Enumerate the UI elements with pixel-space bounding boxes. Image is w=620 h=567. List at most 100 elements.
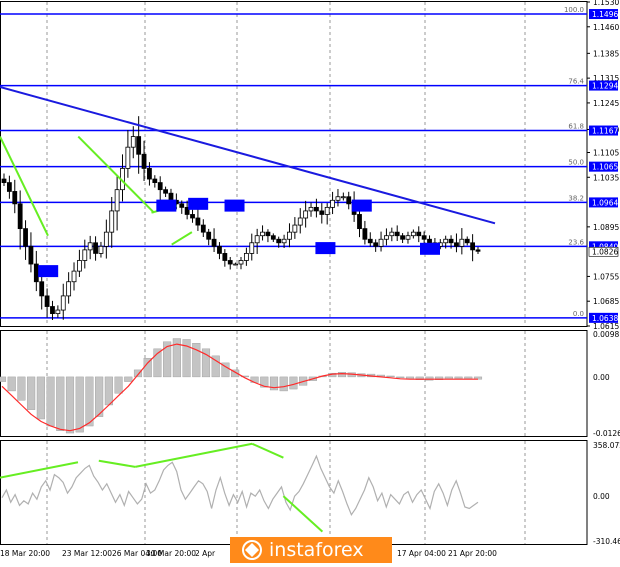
fib-price-label: 1.0840 (592, 242, 618, 251)
level-box-marker (224, 199, 245, 212)
macd-histogram-bar (172, 338, 181, 378)
candle-body (179, 203, 185, 208)
macd-histogram-bar (231, 369, 240, 378)
fib-price-badge (589, 80, 618, 91)
candle-body (459, 238, 465, 247)
macd-panel (0, 338, 483, 434)
macd-histogram-bar (7, 376, 16, 392)
candle-body (416, 231, 422, 237)
candle-body (206, 231, 212, 240)
x-tick-label: 23 Mar 12:00 (62, 549, 112, 558)
candle-body (157, 182, 163, 191)
candle-body (254, 235, 260, 244)
candle-body (448, 238, 454, 244)
macd-histogram-bar (211, 355, 220, 378)
macd-histogram-bar (192, 343, 201, 378)
candle-body (184, 206, 190, 215)
green-divergence-line (135, 442, 253, 468)
macd-tick-label: 0.00981 (593, 330, 620, 339)
candle-body (190, 214, 195, 219)
fib-price-label: 1.1496 (592, 10, 618, 19)
fib-pct-label: 61.8 (568, 123, 584, 131)
candle-body (292, 224, 298, 233)
fib-price-badge (589, 9, 618, 20)
level-box-marker (351, 199, 372, 212)
fib-pct-label: 76.4 (568, 78, 584, 86)
macd-histogram-bar (221, 362, 230, 378)
candle-body (39, 281, 45, 297)
candle-body (454, 242, 459, 247)
candle-body (357, 214, 362, 230)
macd-histogram-bar (124, 376, 133, 382)
macd-histogram-bar (182, 339, 191, 378)
macd-histogram-bar (114, 376, 123, 394)
green-divergence-line (98, 459, 136, 468)
candle-body (389, 231, 395, 237)
price-tick-label: 1.1315 (593, 74, 619, 83)
fib-price-label: 1.0964 (592, 198, 618, 207)
price-panel-frame (0, 1, 588, 327)
instaforex-logo-mark (245, 543, 259, 557)
x-tick-label: 2 Apr (195, 549, 216, 558)
candle-body (405, 235, 411, 240)
candle-body (470, 242, 476, 251)
candle-body (168, 192, 174, 201)
candle-body (308, 206, 314, 212)
candle-body (227, 260, 233, 265)
current-price-label: 1.0826 (592, 247, 618, 256)
macd-histogram-bar (46, 376, 55, 427)
macd-histogram-bar (269, 376, 279, 391)
candle-body (147, 168, 152, 180)
fib-price-badge (589, 197, 618, 208)
green-annotation-line (77, 135, 155, 214)
fib-price-badge (589, 125, 618, 136)
green-divergence-line (0, 461, 79, 479)
candle-body (109, 210, 115, 233)
instaforex-watermark: instaforex (230, 537, 392, 563)
macd-histogram-bar (56, 376, 65, 431)
x-tick-label: 30 Mar 20:00 (146, 549, 196, 558)
candle-body (71, 270, 77, 283)
fib-pct-label: 100.0 (564, 6, 584, 14)
x-tick-label: 21 Apr 20:00 (448, 549, 497, 558)
fib-price-label: 1.1167 (592, 127, 618, 136)
candle-body (319, 210, 325, 215)
oscillator-panel (0, 442, 479, 533)
macd-histogram-bar (27, 376, 36, 410)
macd-histogram-bar (36, 376, 45, 420)
candle-body (125, 146, 131, 169)
candle-body (394, 231, 400, 237)
candle-body (384, 235, 389, 240)
price-tick-label: 1.0615 (593, 322, 619, 331)
candle-body (443, 238, 449, 244)
macd-histogram-bar (279, 376, 288, 392)
green-divergence-line (282, 495, 324, 533)
watermark-text: instaforex (269, 539, 364, 561)
candle-body (346, 196, 352, 205)
candle-body (50, 306, 55, 315)
macd-histogram-bar (464, 376, 473, 379)
candle-body (378, 238, 384, 247)
candle-body (217, 245, 222, 254)
candle-body (303, 210, 309, 219)
candle-body (163, 189, 168, 194)
level-box-marker (188, 197, 209, 210)
candle-body (136, 136, 142, 155)
macd-histogram-bar (17, 376, 26, 401)
candle-body (77, 260, 82, 272)
candle-body (6, 182, 12, 192)
macd-histogram-bar (240, 375, 249, 378)
candle-body (55, 309, 61, 315)
candle-body (270, 235, 276, 240)
candle-body (362, 228, 368, 240)
candle-body (243, 253, 249, 261)
candle-body (17, 203, 23, 230)
candle-body (44, 295, 50, 307)
macd-histogram-bar (95, 376, 104, 417)
fib-pct-label: 23.6 (568, 238, 584, 246)
macd-histogram-bar (201, 348, 211, 378)
candle-body (33, 263, 39, 283)
price-panel: 100.0 76.4 61.8 50.0 38.2 23.6 0.0 (0, 6, 587, 321)
